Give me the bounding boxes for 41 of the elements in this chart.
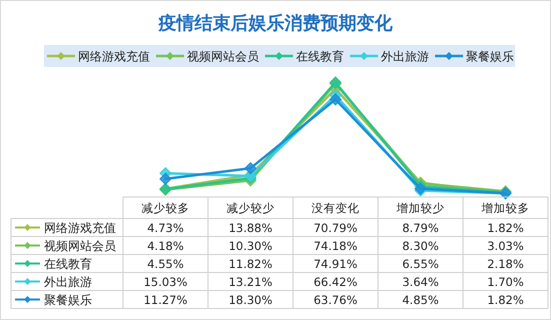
data-label: 15.03% (144, 275, 188, 289)
x-tick-label: 增加较多 (480, 201, 530, 215)
x-tick-label: 减少较多 (142, 201, 190, 215)
data-label: 1.82% (487, 221, 524, 235)
data-label: 13.88% (228, 221, 272, 235)
x-tick-label: 没有变化 (312, 201, 360, 215)
data-label: 1.82% (487, 293, 524, 307)
data-label: 3.03% (487, 239, 524, 253)
data-label: 4.18% (147, 239, 184, 253)
data-label: 63.76% (314, 293, 358, 307)
data-label: 3.64% (402, 275, 439, 289)
data-label: 18.30% (228, 293, 272, 307)
chart-title: 疫情结束后娱乐消费预期变化 (158, 13, 394, 34)
data-label: 6.55% (402, 257, 439, 271)
data-label: 2.18% (487, 257, 524, 271)
text: 网络游戏充值 (44, 221, 116, 235)
data-label: 4.85% (402, 293, 439, 307)
data-label: 74.18% (314, 239, 358, 253)
data-label: 74.91% (314, 257, 358, 271)
legend-label: 外出旅游 (381, 50, 429, 64)
text: 视频网站会员 (44, 239, 116, 253)
legend-label: 聚餐娱乐 (466, 50, 514, 64)
x-tick-label: 减少较少 (226, 201, 274, 215)
data-label: 70.79% (314, 221, 358, 235)
data-label: 10.30% (228, 239, 272, 253)
data-label: 11.27% (144, 293, 188, 307)
legend-label: 视频网站会员 (187, 50, 259, 64)
data-label: 1.70% (487, 275, 524, 289)
text: 聚餐娱乐 (44, 293, 92, 307)
legend-label: 网络游戏充值 (78, 50, 150, 64)
data-label: 4.55% (147, 257, 184, 271)
legend-label: 在线教育 (296, 50, 344, 64)
x-tick-label: 增加较少 (396, 201, 444, 215)
data-label: 66.42% (314, 275, 358, 289)
data-label: 8.30% (402, 239, 439, 253)
text: 在线教育 (44, 257, 92, 271)
text: 外出旅游 (44, 275, 92, 289)
data-label: 11.82% (228, 257, 272, 271)
data-label: 13.21% (228, 275, 272, 289)
data-label: 4.73% (147, 221, 184, 235)
data-label: 8.79% (402, 221, 439, 235)
